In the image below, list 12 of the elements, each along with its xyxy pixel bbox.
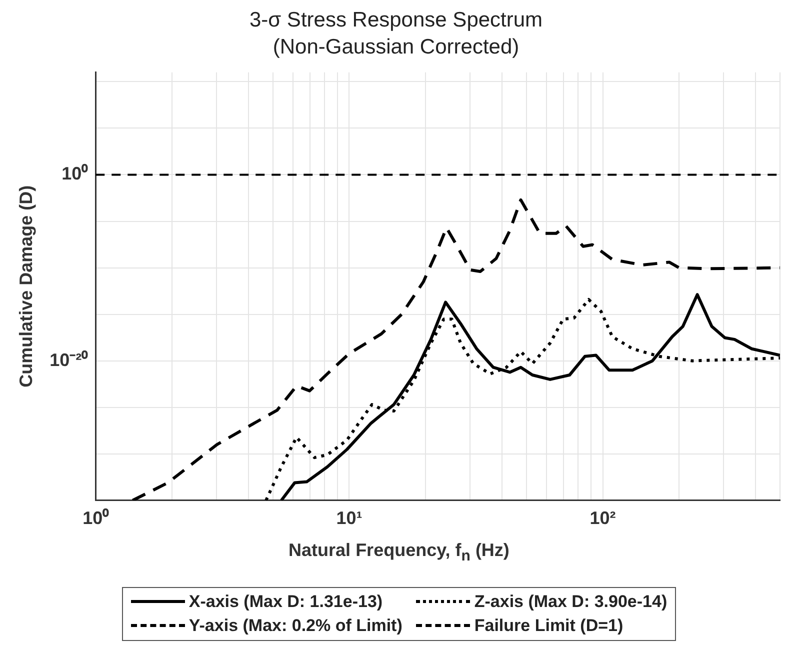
x-axis-title: Natural Frequency, f$_{n}$ (Hz) (288, 540, 510, 565)
y-axis-title: Cumulative Damage (D) (16, 185, 36, 388)
x-tick-label: 10¹ (336, 508, 362, 528)
chart-subtitle: (Non-Gaussian Corrected) (272, 36, 520, 59)
y-tick-label: 10⁻²⁰ (50, 350, 89, 370)
x-tick-label: 10² (590, 508, 616, 528)
chart-title: 3-σ Stress Response Spectrum (249, 8, 543, 32)
legend-label: X-axis (Max D: 1.31e-13) (188, 592, 383, 612)
legend-label: Y-axis (Max: 0.2% of Limit) (188, 616, 402, 636)
legend-label: Failure Limit (D=1) (474, 616, 624, 636)
legend-label: Z-axis (Max D: 3.90e-14) (474, 592, 668, 612)
x-tick-label: 10⁰ (82, 508, 110, 528)
